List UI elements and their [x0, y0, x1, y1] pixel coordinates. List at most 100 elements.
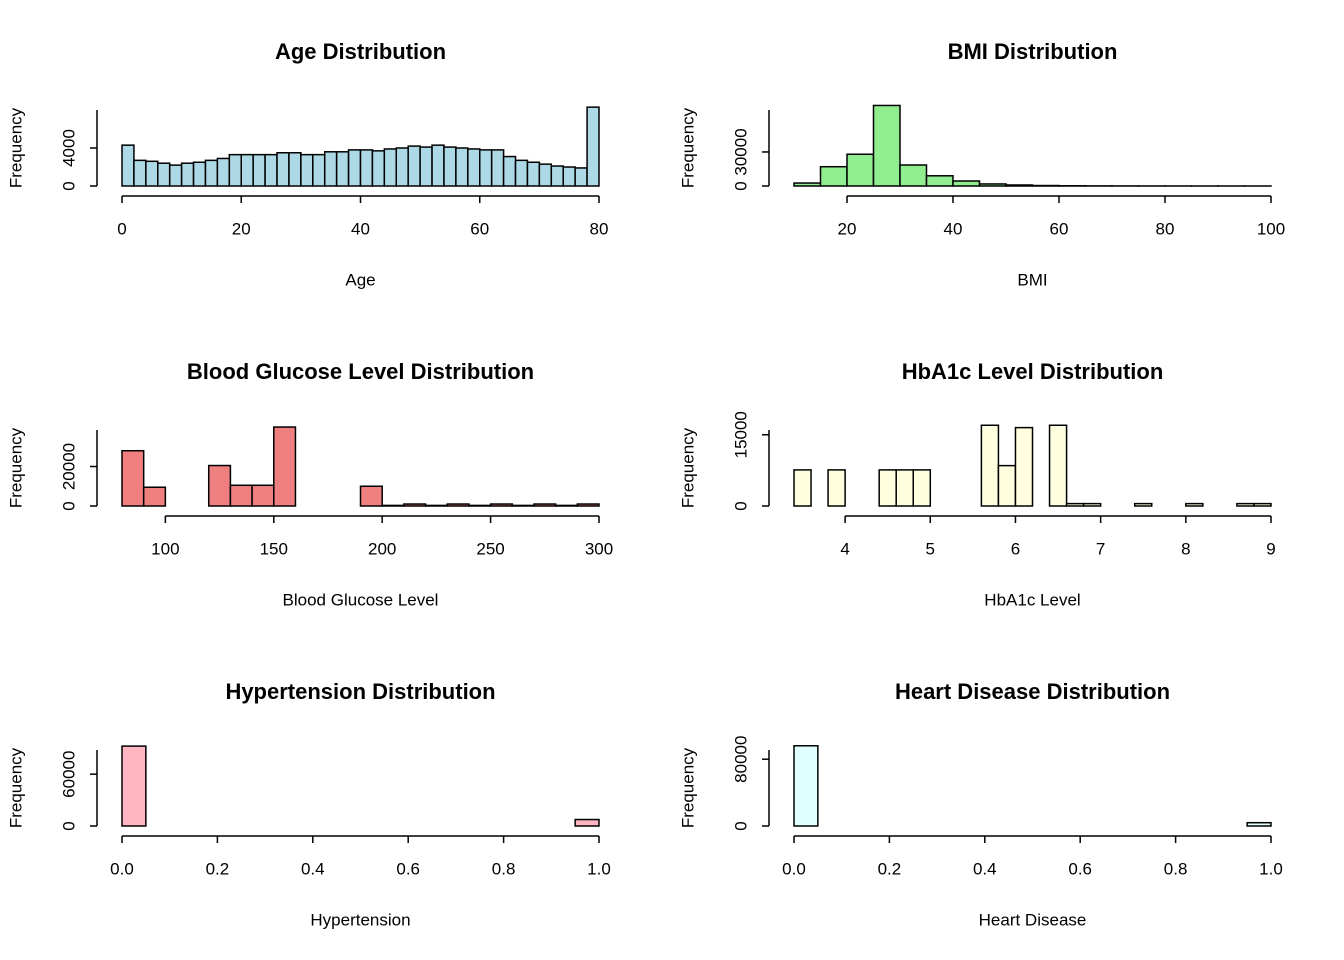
- x-tick-label: 0.0: [782, 859, 806, 878]
- bar: [371, 150, 386, 187]
- bar: [574, 167, 588, 187]
- bar: [467, 148, 481, 187]
- x-tick-label: 100: [1257, 219, 1285, 238]
- bar: [576, 503, 600, 507]
- bar: [952, 180, 981, 187]
- bar: [819, 165, 848, 187]
- bar: [1133, 502, 1153, 507]
- x-tick-label: 1.0: [1259, 859, 1283, 878]
- x-tick-label: 60: [1050, 219, 1069, 238]
- x-tick-label: 80: [590, 219, 609, 238]
- bar: [145, 160, 159, 187]
- x-tick-label: 9: [1266, 539, 1275, 558]
- bar: [240, 153, 254, 187]
- bar: [980, 424, 1000, 507]
- bar: [323, 151, 338, 187]
- bar: [574, 818, 600, 827]
- bar: [978, 183, 1007, 187]
- bar: [142, 486, 167, 507]
- bar: [424, 504, 448, 507]
- x-tick-label: 40: [351, 219, 370, 238]
- x-tick-label: 150: [260, 539, 288, 558]
- bar: [407, 145, 421, 187]
- y-axis-label: Frequency: [6, 107, 25, 188]
- bar: [273, 426, 297, 507]
- bar: [264, 153, 278, 187]
- y-tick-label: 0: [731, 501, 750, 510]
- y-tick-label: 0: [59, 501, 78, 510]
- bar: [1048, 424, 1068, 507]
- x-tick-label: 0.8: [492, 859, 516, 878]
- x-tick-label: 0.6: [1068, 859, 1092, 878]
- bar: [1236, 502, 1255, 507]
- bar: [207, 464, 232, 507]
- bar: [538, 163, 553, 187]
- x-axis-label: Blood Glucose Level: [283, 590, 439, 609]
- bar: [1246, 821, 1272, 827]
- x-tick-label: 1.0: [587, 859, 611, 878]
- y-axis-label: Frequency: [678, 747, 697, 828]
- y-axis-label: Frequency: [6, 747, 25, 828]
- y-axis-label: Frequency: [678, 107, 697, 188]
- bar: [912, 469, 932, 507]
- bar: [204, 159, 219, 187]
- bar: [133, 159, 147, 187]
- chart-title: BMI Distribution: [948, 39, 1118, 64]
- x-tick-label: 4: [840, 539, 849, 558]
- x-axis-label: Age: [345, 270, 375, 289]
- bar: [489, 503, 514, 507]
- bar: [479, 149, 493, 187]
- bar: [997, 464, 1017, 507]
- bar: [586, 106, 600, 187]
- bar: [533, 503, 557, 507]
- x-tick-label: 8: [1181, 539, 1190, 558]
- bar: [403, 503, 427, 507]
- bar: [562, 166, 576, 187]
- y-tick-label: 80000: [731, 736, 750, 783]
- bar: [878, 469, 897, 507]
- bar: [468, 504, 492, 507]
- y-tick-label: 0: [59, 181, 78, 190]
- bar: [526, 161, 541, 187]
- bar: [502, 155, 517, 187]
- x-axis-label: BMI: [1017, 270, 1047, 289]
- bar: [157, 162, 171, 187]
- bar: [395, 147, 409, 187]
- bar: [511, 504, 535, 507]
- bar: [1185, 502, 1204, 507]
- x-axis-label: Hypertension: [310, 910, 410, 929]
- bar: [895, 469, 915, 507]
- bar: [252, 153, 266, 187]
- y-tick-label: 4000: [59, 129, 78, 167]
- x-tick-label: 0.4: [301, 859, 325, 878]
- bar: [121, 449, 145, 507]
- bar: [1065, 502, 1085, 507]
- bar: [347, 149, 362, 187]
- bar: [925, 175, 954, 187]
- y-tick-label: 15000: [731, 411, 750, 458]
- bar: [872, 104, 901, 187]
- bar: [168, 164, 183, 187]
- bar: [1014, 426, 1034, 507]
- y-tick-label: 0: [731, 181, 750, 190]
- bar: [383, 148, 398, 187]
- x-tick-label: 0.4: [973, 859, 997, 878]
- x-tick-label: 0.2: [206, 859, 230, 878]
- y-tick-label: 60000: [59, 751, 78, 798]
- x-tick-label: 0.0: [110, 859, 134, 878]
- chart-title: Blood Glucose Level Distribution: [187, 359, 534, 384]
- x-tick-label: 80: [1156, 219, 1175, 238]
- x-tick-label: 250: [476, 539, 504, 558]
- bar: [276, 152, 290, 187]
- x-tick-label: 20: [232, 219, 251, 238]
- x-tick-label: 0.6: [396, 859, 420, 878]
- y-tick-label: 0: [731, 821, 750, 830]
- bar: [251, 484, 275, 507]
- x-tick-label: 0.8: [1164, 859, 1188, 878]
- x-tick-label: 6: [1011, 539, 1020, 558]
- bar: [121, 745, 147, 827]
- bar: [846, 153, 875, 187]
- bar: [455, 147, 469, 187]
